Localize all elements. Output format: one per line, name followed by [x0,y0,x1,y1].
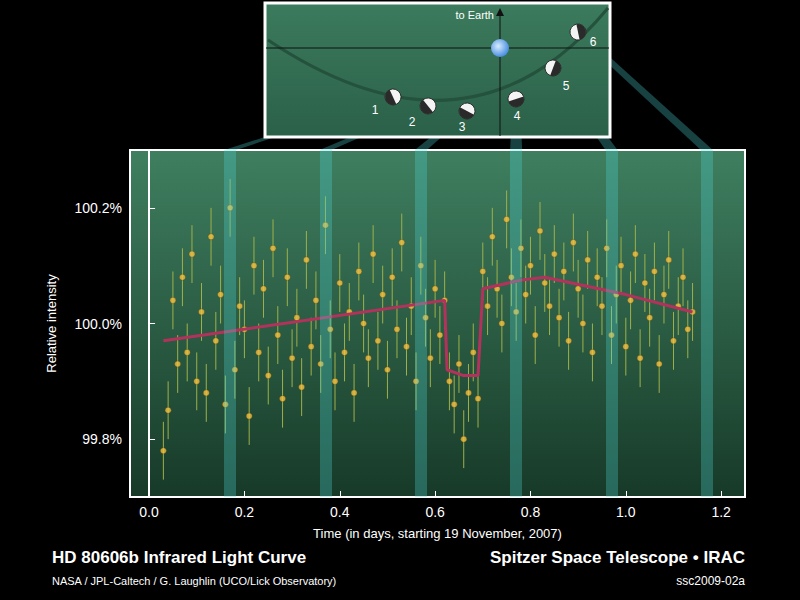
svg-text:0.0: 0.0 [139,504,159,520]
svg-text:0.8: 0.8 [521,504,541,520]
svg-text:3: 3 [459,120,466,134]
svg-text:Time (in days, starting 19 Nov: Time (in days, starting 19 November, 200… [313,526,562,541]
svg-text:1.2: 1.2 [711,504,731,520]
svg-text:6: 6 [590,35,597,49]
svg-text:HD 80606b Infrared Light Curve: HD 80606b Infrared Light Curve [52,548,306,567]
svg-text:to Earth: to Earth [455,9,494,21]
svg-text:ssc2009-02a: ssc2009-02a [676,574,745,588]
svg-text:Relative intensity: Relative intensity [44,274,59,373]
svg-text:0.6: 0.6 [425,504,445,520]
svg-text:100.0%: 100.0% [75,316,122,332]
svg-text:Spitzer Space Telescope • IRAC: Spitzer Space Telescope • IRAC [490,548,745,567]
svg-text:0.4: 0.4 [330,504,350,520]
svg-text:1.0: 1.0 [616,504,636,520]
svg-text:5: 5 [563,79,570,93]
svg-text:2: 2 [409,115,416,129]
svg-text:4: 4 [514,109,521,123]
svg-text:99.8%: 99.8% [82,431,122,447]
svg-text:1: 1 [372,103,379,117]
svg-text:0.2: 0.2 [235,504,255,520]
svg-text:NASA / JPL-Caltech / G. Laughl: NASA / JPL-Caltech / G. Laughlin (UCO/Li… [52,575,336,587]
svg-text:100.2%: 100.2% [75,200,122,216]
